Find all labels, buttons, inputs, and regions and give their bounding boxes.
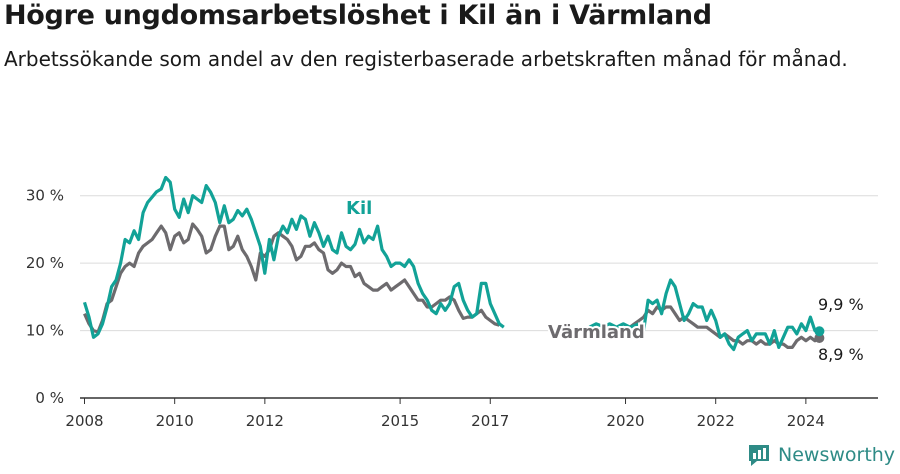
end-label-varmland: 8,9 % bbox=[818, 345, 864, 364]
series-label-kil: Kil bbox=[346, 198, 372, 219]
x-tick-label: 2024 bbox=[787, 412, 825, 430]
x-tick-label: 2015 bbox=[381, 412, 419, 430]
x-tick-label: 2020 bbox=[606, 412, 644, 430]
series-line-kil-recent bbox=[588, 278, 820, 352]
chart-title: Högre ungdomsarbetslöshet i Kil än i Vär… bbox=[4, 0, 712, 31]
x-tick-label: 2017 bbox=[471, 412, 509, 430]
newsworthy-logo-icon bbox=[749, 445, 769, 466]
x-tick-label: 2012 bbox=[246, 412, 284, 430]
end-point-kil bbox=[814, 326, 825, 337]
x-tick-label: 2008 bbox=[65, 412, 103, 430]
y-tick-label: 20 % bbox=[26, 254, 64, 272]
chart-subtitle: Arbetssökande som andel av den registerb… bbox=[4, 47, 848, 71]
y-tick-label: 30 % bbox=[26, 187, 64, 205]
y-tick-label: 0 % bbox=[35, 389, 64, 407]
brand-name: Newsworthy bbox=[778, 444, 896, 466]
series-line-varmland-recent bbox=[615, 305, 821, 349]
end-label-kil: 9,9 % bbox=[818, 295, 864, 314]
series-label-varmland: Värmland bbox=[548, 322, 645, 343]
x-tick-label: 2010 bbox=[156, 412, 194, 430]
series-line-varmland bbox=[83, 222, 500, 334]
series-line-kil bbox=[82, 175, 505, 339]
newsworthy-logo: Newsworthy bbox=[746, 442, 895, 468]
x-tick-label: 2022 bbox=[697, 412, 735, 430]
y-tick-label: 10 % bbox=[26, 322, 64, 340]
line-chart: 0 % 10 % 20 % 30 % 2008 2010 2012 2015 2017 2020 2… bbox=[26, 175, 878, 430]
